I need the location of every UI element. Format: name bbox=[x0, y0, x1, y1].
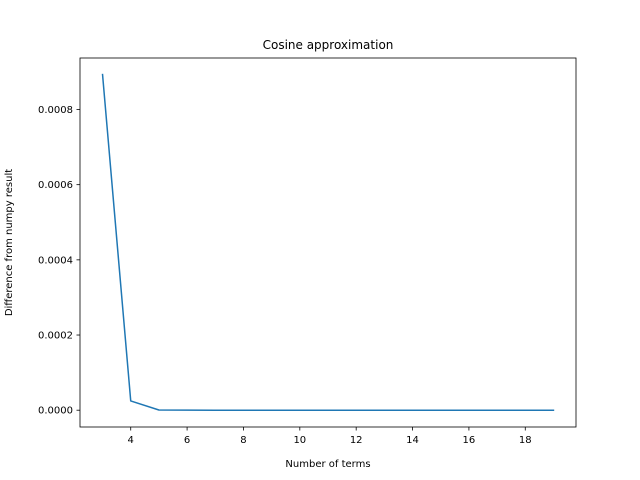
data-point bbox=[102, 74, 104, 76]
y-tick-label: 0.0002 bbox=[38, 331, 73, 342]
data-point bbox=[468, 409, 470, 411]
y-tick-label: 0.0000 bbox=[38, 406, 73, 417]
data-point bbox=[130, 400, 132, 402]
data-point bbox=[525, 409, 527, 411]
series-layer bbox=[101, 73, 555, 411]
y-tick-label: 0.0008 bbox=[38, 105, 73, 116]
data-point bbox=[384, 409, 386, 411]
chart-title: Cosine approximation bbox=[263, 38, 394, 52]
y-axis-ticks: 0.0000 0.0002 0.0004 0.0006 0.0008 bbox=[38, 105, 80, 417]
data-point bbox=[553, 409, 555, 411]
data-point bbox=[355, 409, 357, 411]
x-tick-label: 12 bbox=[350, 435, 363, 446]
data-point bbox=[440, 409, 442, 411]
y-tick-label: 0.0004 bbox=[38, 255, 73, 266]
data-point bbox=[327, 409, 329, 411]
x-tick-label: 6 bbox=[184, 435, 190, 446]
data-point bbox=[158, 409, 160, 411]
x-axis-ticks: 4 6 8 10 12 14 16 18 bbox=[128, 427, 532, 446]
x-tick-label: 8 bbox=[240, 435, 246, 446]
x-tick-label: 16 bbox=[463, 435, 476, 446]
data-point bbox=[215, 409, 217, 411]
x-tick-label: 14 bbox=[406, 435, 419, 446]
data-point bbox=[243, 409, 245, 411]
x-tick-label: 18 bbox=[519, 435, 532, 446]
x-tick-label: 4 bbox=[128, 435, 134, 446]
plot-area bbox=[79, 57, 577, 428]
x-tick-label: 10 bbox=[293, 435, 306, 446]
y-axis-label: Difference from numpy result bbox=[4, 169, 15, 316]
data-point bbox=[496, 409, 498, 411]
x-axis-label: Number of terms bbox=[285, 459, 370, 470]
y-tick-label: 0.0006 bbox=[38, 180, 73, 191]
data-point bbox=[412, 409, 414, 411]
data-point bbox=[271, 409, 273, 411]
data-point bbox=[299, 409, 301, 411]
data-point bbox=[186, 409, 188, 411]
series-line-0 bbox=[101, 73, 555, 411]
